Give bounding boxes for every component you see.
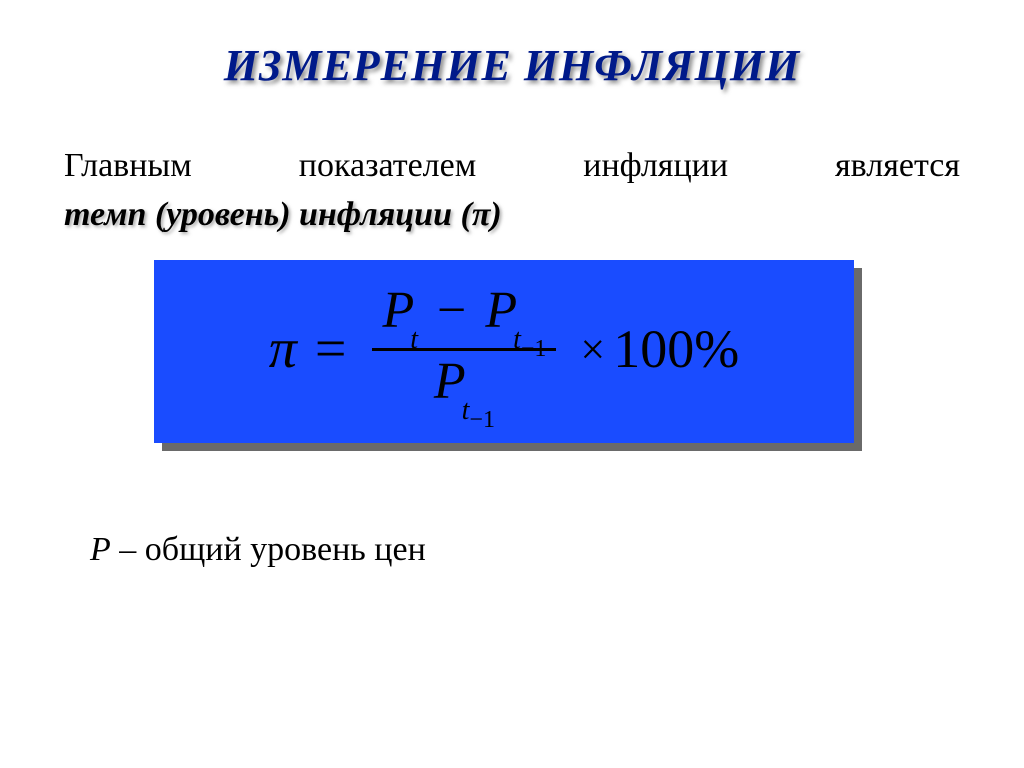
num-minus: − [437,282,466,339]
footnote-definition: – общий уровень цен [111,531,426,568]
footnote-variable-P: P [90,531,111,568]
den-sub-minus1: −1 [469,407,495,433]
intro-pi-symbol: π [472,196,491,233]
intro-bold-text: темп (уровень) инфляции ( [64,196,472,233]
den-sub-t-1: t−1 [462,395,495,426]
intro-line-2: темп (уровень) инфляции (π) [60,190,964,239]
formula-times: × [580,324,605,375]
formula-fraction: Pt − Pt−1 Pt−1 [372,280,556,419]
intro-line-1: Главным показателем инфляции является [60,141,964,190]
num-sub-t: t [410,324,418,355]
formula-equals: = [315,317,347,381]
num-sub-t-1: t−1 [513,324,546,355]
formula-box: π = Pt − Pt−1 Pt−1 × 100% [154,260,854,443]
intro-close-paren: ) [490,196,501,233]
intro-bold-phrase: темп (уровень) инфляции (π) [64,196,502,233]
formula-hundred-percent: 100% [613,318,739,380]
fraction-denominator: Pt−1 [424,351,505,419]
num-sub2-t: t [513,324,521,355]
formula-lhs-pi: π [269,317,297,381]
slide-container: ИЗМЕРЕНИЕ ИНФЛЯЦИИ Главным показателем и… [0,0,1024,609]
slide-title: ИЗМЕРЕНИЕ ИНФЛЯЦИИ [60,40,964,91]
footnote: P – общий уровень цен [60,531,964,569]
num-sub2-minus1: −1 [521,336,547,362]
formula-expression: π = Pt − Pt−1 Pt−1 × 100% [269,280,739,419]
formula-container: π = Pt − Pt−1 Pt−1 × 100% [60,268,964,451]
formula-shadow: π = Pt − Pt−1 Pt−1 × 100% [162,268,862,451]
fraction-numerator: Pt − Pt−1 [372,280,556,348]
